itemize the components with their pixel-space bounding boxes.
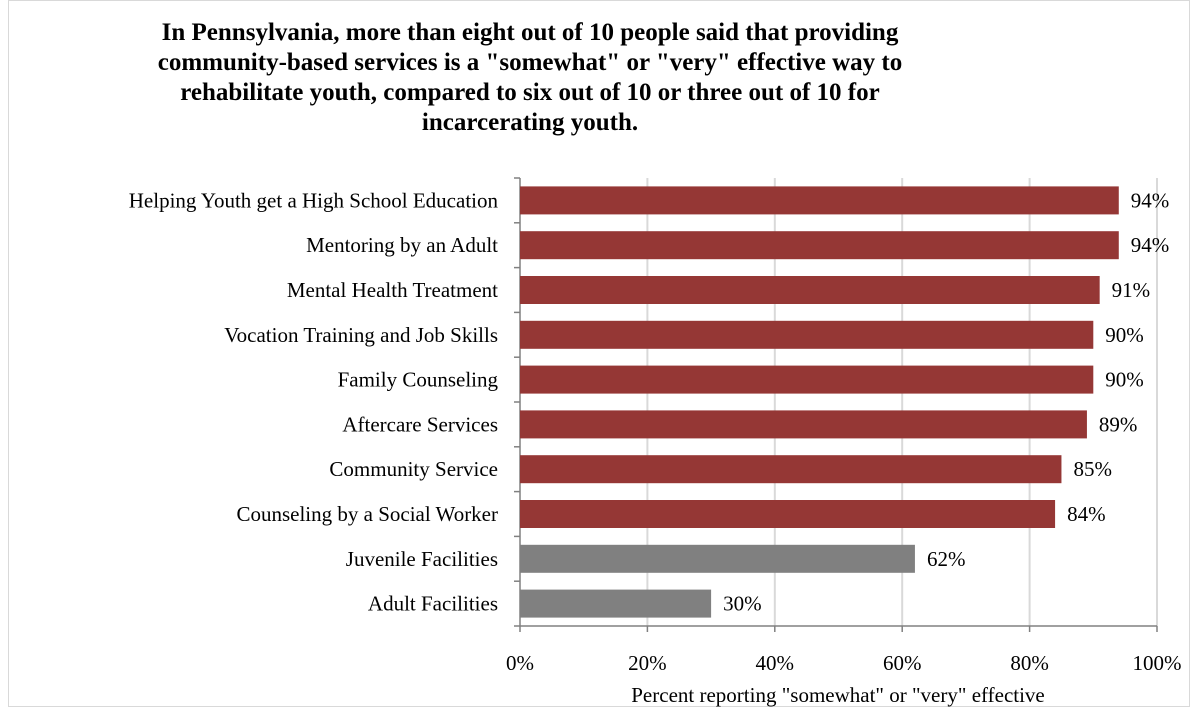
bar bbox=[520, 500, 1056, 528]
category-label: Mentoring by an Adult bbox=[306, 233, 498, 257]
chart-title: In Pennsylvania, more than eight out of … bbox=[157, 19, 903, 136]
bar bbox=[520, 544, 915, 573]
category-label: Juvenile Facilities bbox=[346, 547, 498, 571]
x-tick-label: 0% bbox=[506, 651, 534, 675]
bar bbox=[520, 231, 1119, 260]
x-tick-label: 20% bbox=[628, 651, 667, 675]
category-label: Family Counseling bbox=[338, 368, 499, 392]
data-label: 89% bbox=[1099, 412, 1138, 436]
data-label: 62% bbox=[927, 547, 966, 571]
bars bbox=[520, 186, 1119, 618]
x-tick-label: 60% bbox=[883, 651, 922, 675]
data-label: 85% bbox=[1073, 457, 1112, 481]
data-label: 94% bbox=[1131, 188, 1170, 212]
category-labels: Helping Youth get a High School Educatio… bbox=[129, 188, 499, 615]
data-label: 90% bbox=[1105, 368, 1144, 392]
data-label: 90% bbox=[1105, 323, 1144, 347]
category-label: Community Service bbox=[329, 457, 498, 481]
data-label: 91% bbox=[1112, 278, 1151, 302]
category-label: Vocation Training and Job Skills bbox=[224, 323, 498, 347]
bar bbox=[520, 186, 1119, 215]
x-axis-label: Percent reporting "somewhat" or "very" e… bbox=[631, 683, 1045, 707]
category-label: Aftercare Services bbox=[342, 412, 498, 436]
bar bbox=[520, 455, 1062, 484]
bar bbox=[520, 589, 712, 618]
data-label: 84% bbox=[1067, 502, 1106, 526]
bar bbox=[520, 276, 1100, 304]
data-label: 94% bbox=[1131, 233, 1170, 257]
category-label: Adult Facilities bbox=[368, 592, 498, 616]
value-labels: 94% 94% 91% 90% 90% 89% 85% 84% 62% 30% bbox=[723, 188, 1169, 615]
category-label: Helping Youth get a High School Educatio… bbox=[129, 188, 499, 212]
bar bbox=[520, 320, 1094, 349]
x-tick-labels: 0% 20% 40% 60% 80% 100% bbox=[506, 651, 1182, 675]
chart-frame bbox=[8, 0, 1190, 707]
x-tick-label: 40% bbox=[756, 651, 795, 675]
category-label: Counseling by a Social Worker bbox=[236, 502, 498, 526]
x-tick-label: 100% bbox=[1133, 651, 1182, 675]
bar bbox=[520, 365, 1094, 394]
x-tick-label: 80% bbox=[1010, 651, 1049, 675]
bar bbox=[520, 410, 1087, 439]
data-label: 30% bbox=[723, 592, 762, 616]
category-label: Mental Health Treatment bbox=[287, 278, 498, 302]
